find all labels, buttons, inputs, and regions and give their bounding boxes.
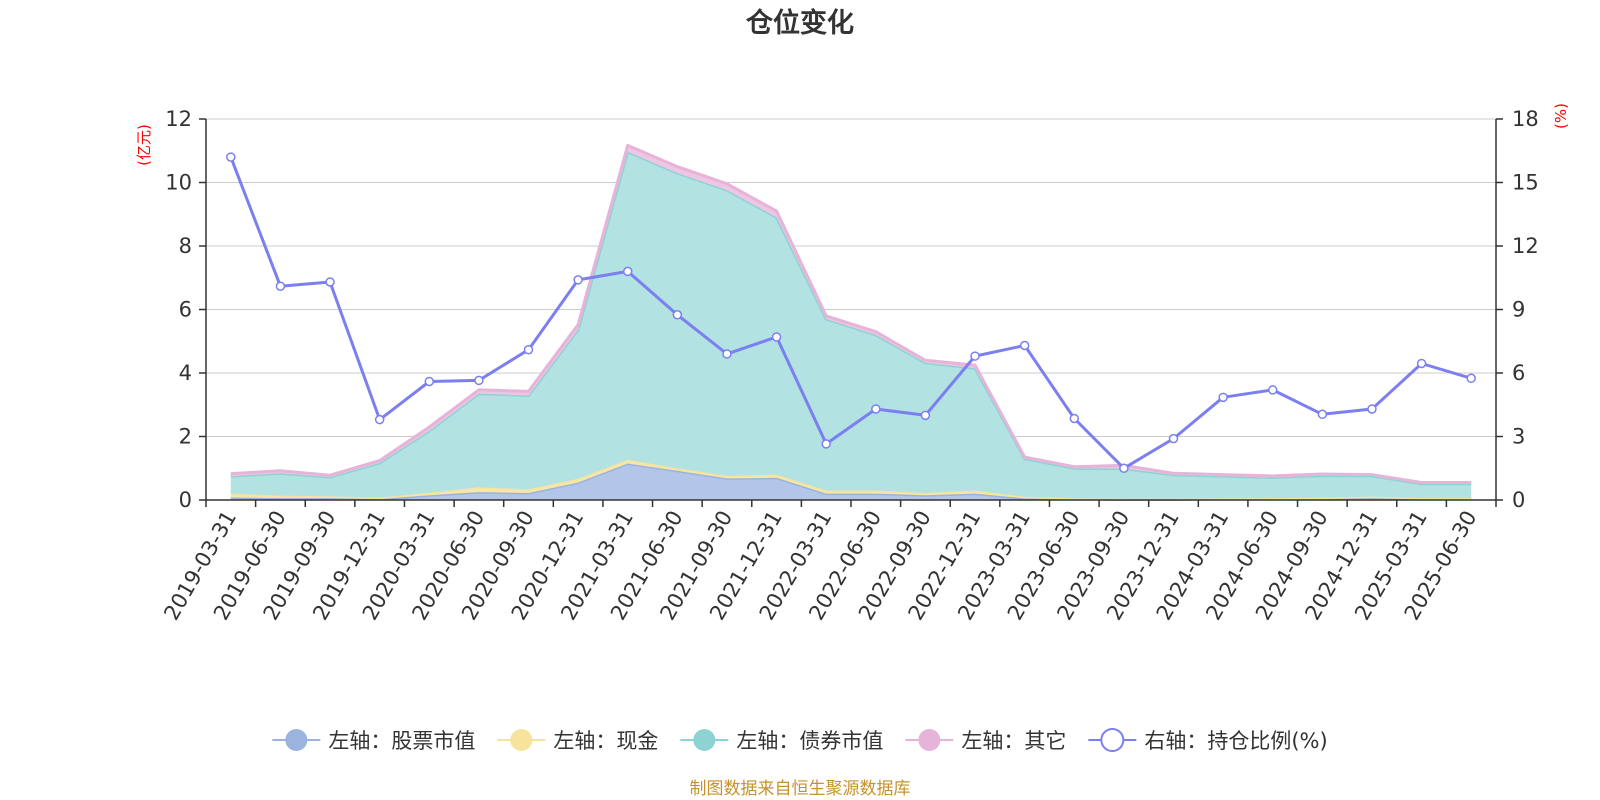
- ratio-point: [374, 414, 385, 425]
- ratio-point: [1069, 413, 1080, 424]
- ratio-point: [1367, 404, 1377, 414]
- legend-label: 右轴：持仓比例(%): [1144, 729, 1327, 753]
- ratio-point: [920, 410, 931, 421]
- legend-item: 右轴：持仓比例(%): [1088, 728, 1328, 753]
- left-axis-unit: (亿元): [135, 124, 153, 166]
- chart-title: 仓位变化: [745, 7, 854, 39]
- ratio-point: [573, 275, 583, 285]
- legend-circle-icon: [1100, 728, 1125, 752]
- right-tick-label: 6: [1512, 361, 1525, 385]
- ratio-point: [1218, 392, 1228, 403]
- ratio-point: [722, 349, 732, 359]
- ratio-point: [474, 375, 484, 386]
- left-tick-label: 8: [179, 234, 192, 258]
- right-tick-label: 15: [1512, 171, 1539, 195]
- area-edge-series-4: [230, 143, 1472, 484]
- right-tick-label: 12: [1512, 234, 1539, 258]
- left-tick-label: 0: [179, 488, 192, 512]
- ratio-point: [523, 344, 534, 355]
- ratio-point: [970, 351, 980, 361]
- position-ratio-line: [226, 152, 1476, 473]
- left-tick-label: 4: [179, 361, 192, 385]
- legend-circle-icon: [510, 729, 533, 751]
- ratio-point: [1168, 433, 1179, 444]
- data-source-note: 制图数据来自恒生聚源数据库: [690, 779, 911, 799]
- legend-label: 左轴：现金: [553, 729, 658, 753]
- ratio-point: [1466, 373, 1476, 384]
- ratio-point: [1267, 385, 1278, 395]
- left-tick-label: 12: [165, 107, 192, 131]
- legend-item: 左轴：其它: [905, 729, 1066, 753]
- legend-circle-icon: [918, 729, 941, 751]
- legend-circle-icon: [693, 729, 716, 751]
- right-tick-label: 0: [1512, 488, 1525, 512]
- ratio-point: [325, 277, 335, 287]
- left-tick-label: 6: [179, 298, 192, 322]
- right-tick-label: 9: [1512, 298, 1525, 322]
- legend-circle-icon: [285, 729, 308, 751]
- ratio-point: [275, 281, 286, 291]
- right-tick-label: 3: [1512, 425, 1525, 449]
- legend-item: 左轴：股票市值: [272, 729, 475, 753]
- area-series-2: [230, 459, 1472, 500]
- left-tick-label: 2: [179, 425, 192, 449]
- ratio-point: [1119, 463, 1129, 473]
- ratio-point: [1019, 340, 1030, 351]
- ratio-point: [622, 266, 633, 277]
- left-tick-label: 10: [165, 171, 192, 195]
- ratio-point: [821, 439, 831, 449]
- legend-label: 左轴：股票市值: [328, 729, 475, 753]
- right-tick-label: 18: [1512, 107, 1539, 131]
- ratio-line-path: [229, 156, 1472, 470]
- legend-item: 左轴：现金: [497, 729, 658, 753]
- legend-item: 左轴：债券市值: [680, 729, 883, 753]
- ratio-point: [1317, 409, 1328, 420]
- legend-label: 左轴：其它: [961, 729, 1066, 753]
- stacked-areas: [230, 143, 1472, 501]
- ratio-point: [672, 310, 683, 320]
- area-series-3: [230, 151, 1472, 499]
- legend-label: 左轴：债券市值: [736, 729, 883, 753]
- ratio-point: [424, 376, 435, 387]
- right-axis-unit: (%): [1552, 103, 1570, 129]
- ratio-point: [871, 404, 881, 414]
- legend: 左轴：股票市值 左轴：现金 左轴：债券市值 左轴：其它 右轴：持仓比例(%): [272, 728, 1328, 753]
- ratio-point: [771, 332, 782, 342]
- ratio-point: [1416, 358, 1427, 369]
- ratio-point: [226, 152, 236, 162]
- grid-lines: [206, 118, 1496, 437]
